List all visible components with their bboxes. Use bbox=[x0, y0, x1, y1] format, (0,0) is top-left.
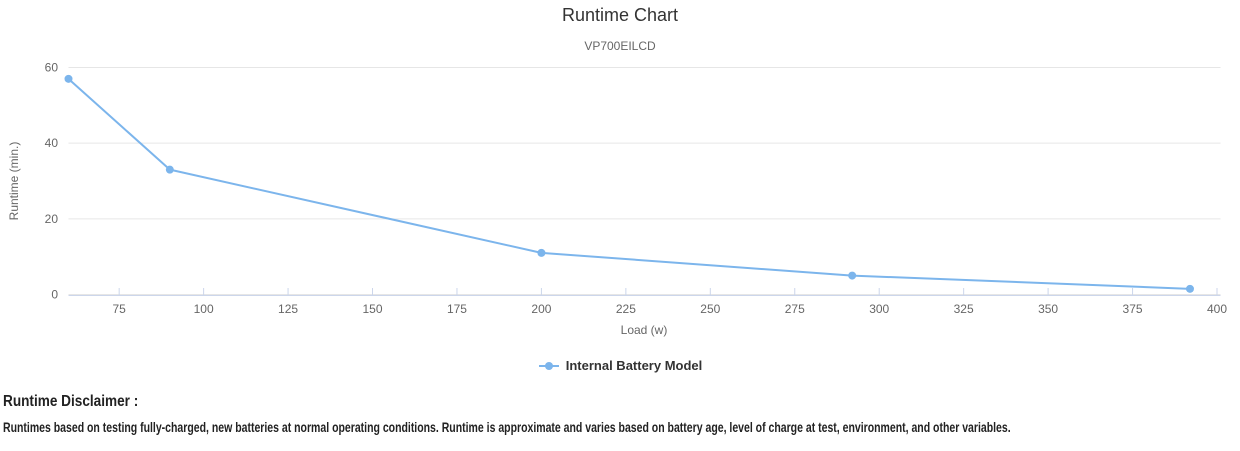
legend-series-label: Internal Battery Model bbox=[565, 358, 703, 373]
series-line bbox=[67, 77, 1191, 290]
runtime-disclaimer: Runtime Disclaimer : Runtimes based on t… bbox=[3, 393, 1240, 437]
x-tick-label: 300 bbox=[869, 302, 889, 316]
x-tick-label: 200 bbox=[531, 302, 551, 316]
x-tick-label: 150 bbox=[362, 302, 382, 316]
x-tick-label: 375 bbox=[1123, 302, 1143, 316]
data-point-marker[interactable] bbox=[165, 165, 174, 174]
y-tick-label: 20 bbox=[45, 212, 59, 226]
x-tick-label: 125 bbox=[278, 302, 298, 316]
x-tick-label: 250 bbox=[700, 302, 720, 316]
x-tick-label: 225 bbox=[616, 302, 636, 316]
legend-line-marker-icon bbox=[538, 361, 559, 370]
chart-title: Runtime Chart bbox=[561, 5, 679, 25]
data-point-marker[interactable] bbox=[537, 248, 546, 257]
x-axis-title: Load (w) bbox=[620, 323, 668, 337]
x-tick-label: 400 bbox=[1207, 302, 1227, 316]
disclaimer-body: Runtimes based on testing fully-charged,… bbox=[3, 419, 1011, 435]
x-tick-label: 100 bbox=[194, 302, 214, 316]
x-tick-label: 350 bbox=[1038, 302, 1058, 316]
y-tick-label: 0 bbox=[51, 288, 58, 302]
x-tick-label: 275 bbox=[785, 302, 805, 316]
x-tick-label: 175 bbox=[447, 302, 467, 316]
plot-area: 0 20 40 60 75 100 125 150 175 200 225 250 275 300 325 3… bbox=[45, 61, 1228, 317]
disclaimer-heading: Runtime Disclaimer : bbox=[3, 393, 139, 410]
data-point-marker[interactable] bbox=[1185, 284, 1194, 293]
data-point-marker[interactable] bbox=[848, 271, 857, 280]
y-axis-title: Runtime (min.) bbox=[7, 141, 21, 221]
y-tick-label: 60 bbox=[45, 61, 59, 75]
data-point-marker[interactable] bbox=[64, 74, 73, 83]
x-tick-label: 75 bbox=[112, 302, 126, 316]
y-tick-label: 40 bbox=[45, 136, 59, 150]
chart-subtitle: VP700EILCD bbox=[584, 39, 656, 53]
x-tick-label: 325 bbox=[954, 302, 974, 316]
legend-item-internal-battery-model[interactable]: Internal Battery Model bbox=[0, 358, 1240, 373]
